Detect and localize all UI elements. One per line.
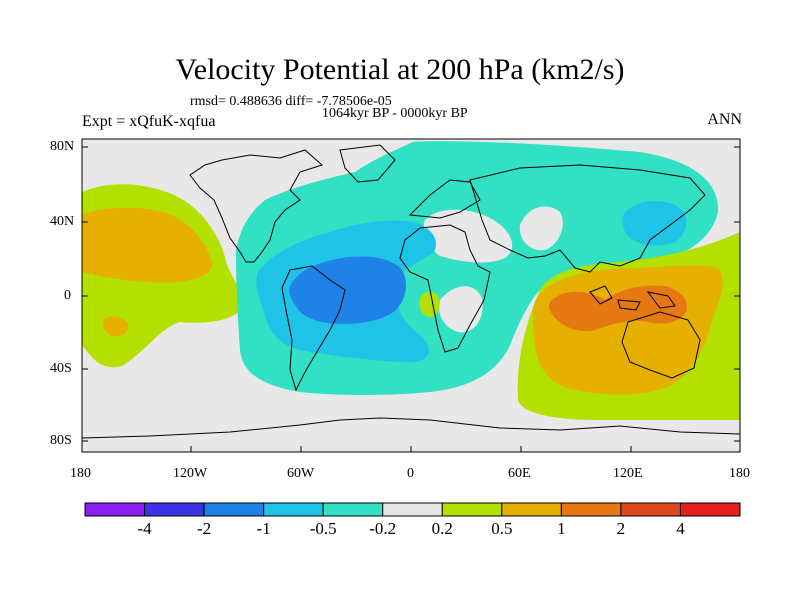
colorbar-swatch [322,502,384,517]
coast-australia [621,311,701,379]
rmsd-value: 0.488636 [229,94,282,109]
contour-neutral-north-pole [82,139,420,250]
lat-tick-80s: 80S [50,433,72,448]
lon-tick-60w: 60W [287,466,315,481]
contour-positive-1-maritime-continent [549,285,687,332]
colorbar-label: 4 [676,519,685,538]
contour-negative-05-east-asia [622,200,687,246]
coast-africa-europe [399,179,491,353]
colorbar-swatch [620,502,681,517]
colorbar-swatch [501,502,562,517]
axis-ticks [81,146,741,452]
colorbar-label: -2 [196,519,212,538]
colorbar-swatch [144,502,205,517]
contour-negative-1-south-america [289,256,407,324]
diff-value: -7.78506e-05 [316,94,392,109]
lat-tick-40s: 40S [50,361,72,376]
lon-tick-60e: 60E [508,466,531,481]
coast-asia [469,164,706,273]
stats-line: rmsd= 0.488636 diff= -7.78506e-05 [190,94,392,110]
lat-tick-0: 0 [64,288,71,303]
colorbar-swatch [679,502,741,517]
lon-tick-120w: 120W [173,466,208,481]
colorbar [84,502,741,517]
contour-neutral-north-africa [423,209,513,263]
contour-neutral-tibet [519,206,563,251]
contour-positive-05-east-pacific-small [102,316,129,337]
colorbar-label: -0.5 [309,519,337,538]
colorbar-label: -4 [137,519,152,538]
colorbar-label: -1 [256,519,271,538]
experiment-label: Expt = xQfuK-xqfua [82,113,216,130]
lat-tick-40n: 40N [50,214,75,229]
colorbar-label: 2 [616,519,626,538]
diff-label: diff= [285,94,314,109]
colorbar-swatch [84,502,146,517]
colorbar-label: 0.2 [431,519,453,538]
lon-tick-180e: 180 [729,466,750,481]
coast-greenland [339,144,396,183]
lat-tick-80n: 80N [50,139,75,154]
coast-antarctica [82,417,740,439]
colorbar-swatch [203,502,265,517]
plot-title: Velocity Potential at 200 hPa (km2/s) [175,53,625,86]
contour-positive-05-east-pacific [82,207,213,283]
colorbar-label: -0.2 [369,519,397,538]
lon-tick-120e: 120E [613,466,643,481]
rmsd-label: rmsd= [190,94,226,109]
coast-indonesia [589,285,676,311]
coastlines [82,144,740,439]
season-label: ANN [707,111,742,128]
contour-positive-02-central-africa [419,291,440,318]
period-label: 1064kyr BP - 0000kyr BP [322,106,468,121]
lon-tick-180w: 180 [70,466,91,481]
colorbar-label: 1 [557,519,566,538]
colorbar-label: 0.5 [491,519,513,538]
colorbar-swatch [560,502,622,517]
lon-tick-0: 0 [407,466,414,481]
coast-south-america [281,265,346,392]
colorbar-swatch [382,502,443,517]
colorbar-swatch [263,502,324,517]
colorbar-swatch [441,502,503,517]
coast-north-america [189,149,323,263]
